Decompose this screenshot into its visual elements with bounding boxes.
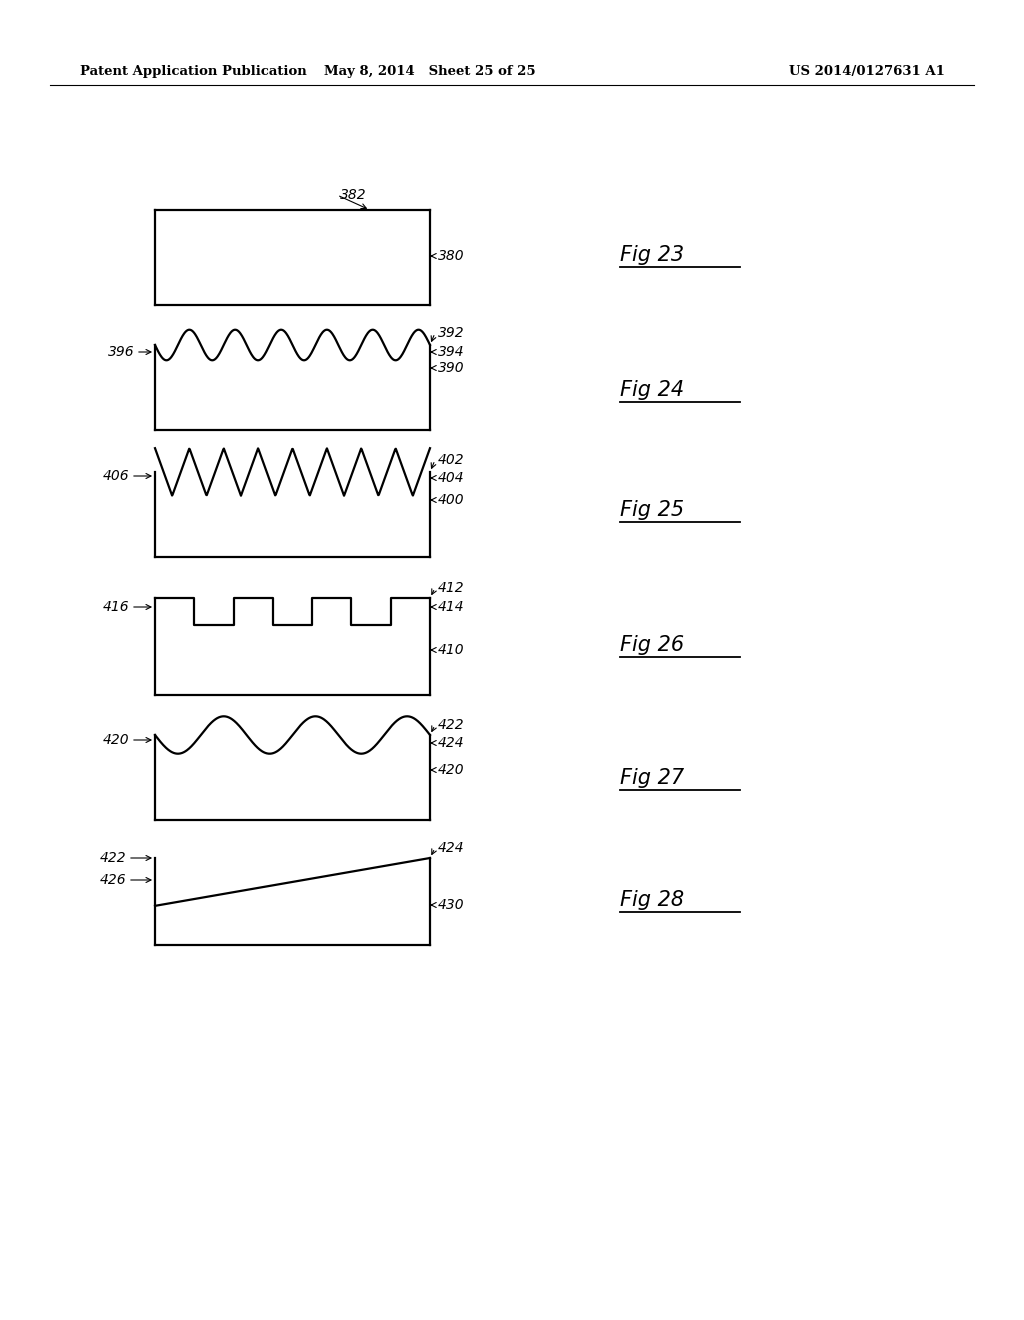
- Text: Fig 26: Fig 26: [620, 635, 684, 655]
- Text: US 2014/0127631 A1: US 2014/0127631 A1: [790, 66, 945, 78]
- Text: Fig 23: Fig 23: [620, 246, 684, 265]
- Text: 396: 396: [108, 345, 134, 359]
- Text: 380: 380: [438, 249, 465, 263]
- Text: Fig 25: Fig 25: [620, 500, 684, 520]
- Text: 394: 394: [438, 345, 465, 359]
- Text: 400: 400: [438, 492, 465, 507]
- Text: 382: 382: [340, 187, 367, 202]
- Text: 422: 422: [438, 718, 465, 733]
- Text: 392: 392: [438, 326, 465, 341]
- Text: 402: 402: [438, 453, 465, 467]
- Text: May 8, 2014   Sheet 25 of 25: May 8, 2014 Sheet 25 of 25: [325, 66, 536, 78]
- Text: 424: 424: [438, 737, 465, 750]
- Text: Fig 27: Fig 27: [620, 768, 684, 788]
- Text: 414: 414: [438, 601, 465, 614]
- Text: 420: 420: [438, 763, 465, 777]
- Text: 430: 430: [438, 898, 465, 912]
- Text: 406: 406: [103, 469, 130, 483]
- Text: 404: 404: [438, 471, 465, 484]
- Text: 412: 412: [438, 581, 465, 595]
- Text: 410: 410: [438, 643, 465, 657]
- Text: 426: 426: [100, 873, 127, 887]
- Text: 420: 420: [103, 733, 130, 747]
- Text: Fig 28: Fig 28: [620, 890, 684, 909]
- Text: 424: 424: [438, 841, 465, 855]
- Text: 390: 390: [438, 360, 465, 375]
- Text: Patent Application Publication: Patent Application Publication: [80, 66, 307, 78]
- Text: 422: 422: [100, 851, 127, 865]
- Text: Fig 24: Fig 24: [620, 380, 684, 400]
- Text: 416: 416: [103, 601, 130, 614]
